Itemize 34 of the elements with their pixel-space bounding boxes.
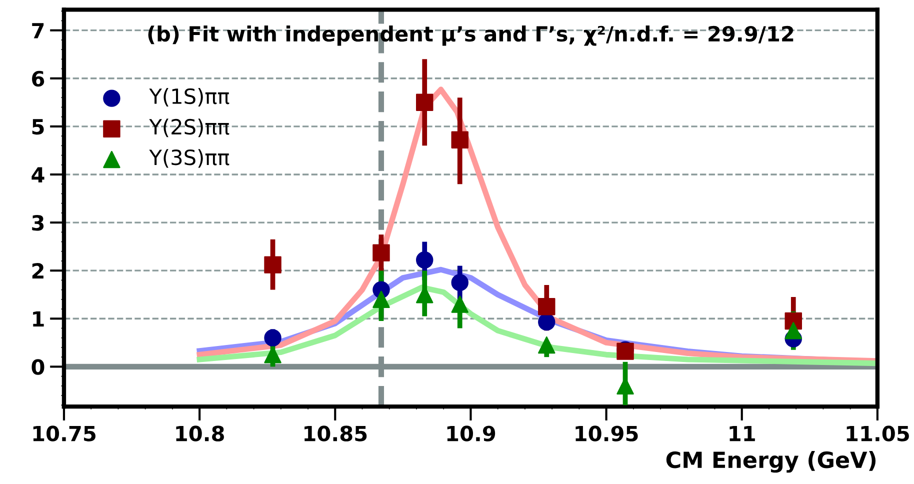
x-tick-label: 10.9	[447, 426, 496, 442]
x-axis-title: CM Energy (GeV)	[666, 451, 876, 473]
legend-label: Υ(1S)ππ	[149, 88, 230, 107]
point	[538, 336, 556, 354]
y-tick-label: 6	[32, 70, 44, 87]
point	[416, 251, 434, 269]
point	[264, 329, 282, 346]
x-tick-label: 10.95	[576, 426, 638, 442]
x-tick-label: 10.75	[33, 426, 96, 442]
point	[538, 298, 556, 316]
y-tick-label: 2	[32, 263, 44, 278]
text: (b) Fit with independent μ’s and Γ’s, χ²/n.d.f. = 29.9/12	[148, 26, 794, 46]
legend-label: Υ(3S)ππ	[149, 149, 230, 168]
point	[538, 313, 556, 331]
x-tick-label: 10.8	[176, 426, 224, 442]
point	[784, 322, 802, 340]
y-tick-label: 4	[32, 167, 44, 182]
x-tick-label: 11	[730, 426, 755, 442]
point	[372, 244, 390, 262]
x-tick-label: 11.05	[846, 426, 909, 442]
y-tick-label: 7	[32, 23, 44, 38]
point	[451, 296, 468, 313]
point	[372, 290, 390, 308]
point	[264, 346, 282, 364]
y-tick-label: 5	[32, 119, 44, 135]
y-tick-label: 0	[32, 359, 44, 375]
point	[451, 131, 468, 149]
x-tick-label: 10.85	[304, 426, 367, 442]
point	[264, 256, 282, 274]
y-tick-label: 1	[33, 311, 44, 327]
point	[416, 94, 434, 112]
y-tick-label: 3	[32, 214, 44, 231]
legend-label: Υ(2S)ππ	[149, 118, 230, 138]
point	[451, 274, 468, 292]
